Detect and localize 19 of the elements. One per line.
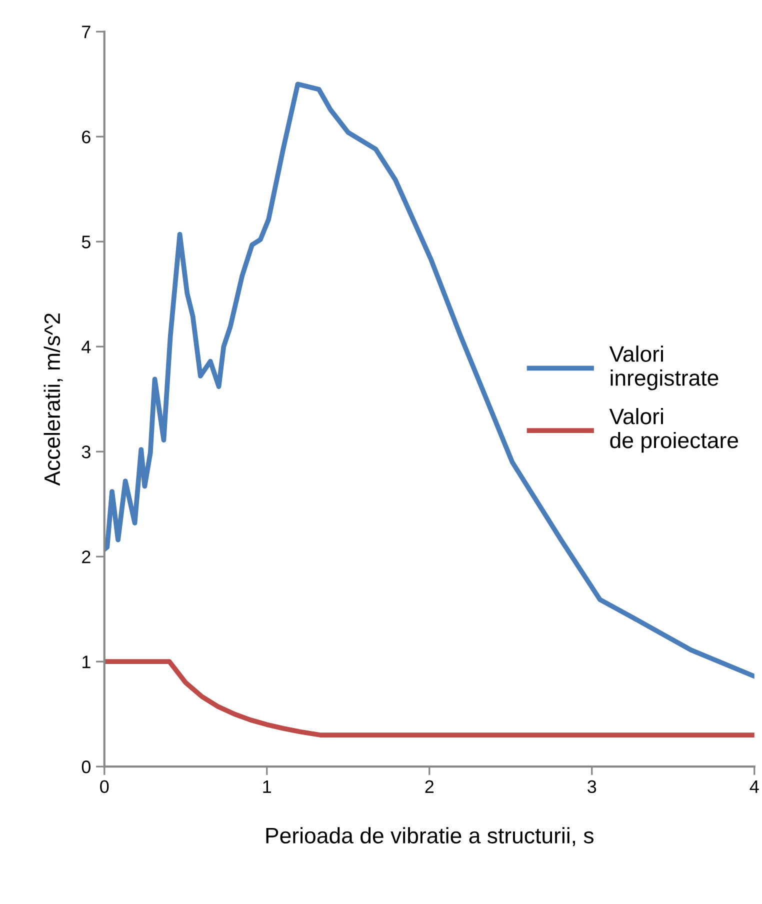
- y-tick-label: 5: [82, 236, 90, 248]
- line-series: [104, 659, 754, 738]
- line-series: [104, 82, 754, 679]
- y-tick-label: 3: [82, 446, 90, 458]
- x-tick-label: 2: [425, 780, 434, 793]
- legend-label: Valori inregistrate: [609, 346, 718, 390]
- y-tick-label: 0: [82, 760, 90, 774]
- legend-label: Valori de proiectare: [609, 408, 738, 453]
- y-tick-label: 1: [82, 656, 90, 668]
- x-tick-label: 3: [588, 780, 596, 794]
- y-tick-label: 7: [82, 26, 90, 38]
- y-axis-title: Acceleratii, m/s^2: [44, 314, 63, 486]
- x-tick-label: 1: [263, 780, 272, 793]
- x-tick-label: 0: [100, 780, 109, 794]
- x-axis-title: Perioada de vibratie a structurii, s: [266, 827, 594, 846]
- y-tick-label: 4: [82, 340, 91, 354]
- y-tick-label: 2: [82, 550, 90, 564]
- x-tick-label: 4: [750, 780, 759, 793]
- y-tick-label: 6: [82, 130, 90, 144]
